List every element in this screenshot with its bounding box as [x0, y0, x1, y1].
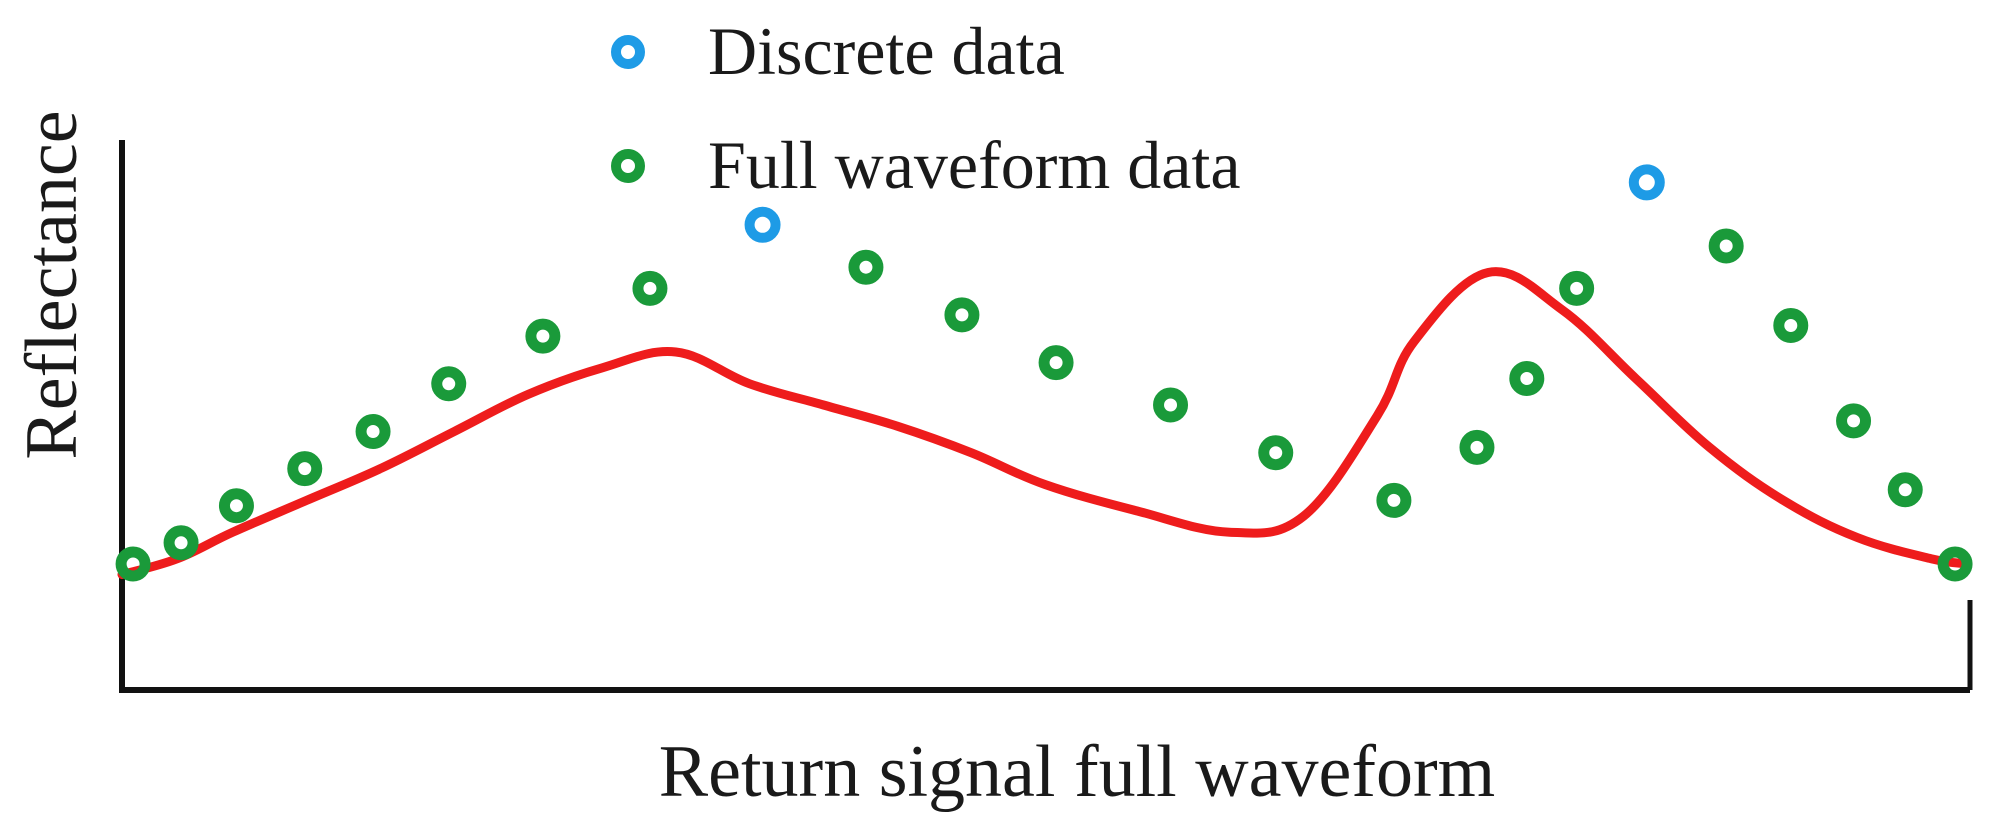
axes: [119, 140, 1973, 693]
legend-item: Full waveform data: [611, 127, 1241, 203]
legend-item: Discrete data: [611, 13, 1065, 89]
full-waveform-data-point: [355, 414, 391, 449]
curve-layer: [117, 267, 1973, 580]
legend-marker: [611, 35, 645, 69]
full-waveform-data-point: [632, 270, 668, 306]
full-waveform-data-point: [287, 451, 323, 487]
legend-label: Discrete data: [708, 13, 1065, 89]
waveform-curve: [117, 267, 1973, 580]
full-waveform-data-point: [1459, 429, 1495, 465]
full-waveform-data-point: [525, 318, 561, 354]
legend: Discrete data Full waveform data: [611, 13, 1241, 203]
full-waveform-data-point: [944, 297, 980, 333]
axis-labels: Return signal full waveform Reflectance: [11, 110, 1495, 813]
full-waveform-data-point: [1038, 345, 1074, 381]
legend-marker: [611, 149, 645, 183]
full-waveform-data-point: [848, 249, 884, 285]
full-waveform-data-point: [1887, 472, 1923, 508]
full-waveform-data-point: [1559, 270, 1595, 306]
full-waveform-data-point: [1836, 403, 1872, 439]
full-waveform-data-point: [1376, 482, 1412, 518]
full-waveform-data-point: [1937, 546, 1973, 582]
full-waveform-data-point: [1773, 308, 1809, 343]
legend-label: Full waveform data: [708, 127, 1241, 203]
discrete-data-point: [744, 206, 781, 243]
full-waveform-data-series: [115, 228, 1973, 582]
x-axis-label: Return signal full waveform: [659, 731, 1495, 813]
full-waveform-data-point: [115, 546, 151, 582]
full-waveform-data-point: [1509, 361, 1545, 396]
y-axis-label: Reflectance: [11, 110, 93, 459]
discrete-data-point: [1628, 164, 1665, 201]
full-waveform-data-point: [1153, 387, 1189, 423]
full-waveform-data-point: [1258, 435, 1294, 471]
full-waveform-data-point: [431, 366, 467, 402]
full-waveform-data-point: [163, 525, 199, 561]
discrete-data-series: [744, 164, 1665, 243]
points-layer: [115, 164, 1973, 582]
full-waveform-data-point: [218, 488, 254, 524]
full-waveform-data-point: [1708, 228, 1744, 264]
